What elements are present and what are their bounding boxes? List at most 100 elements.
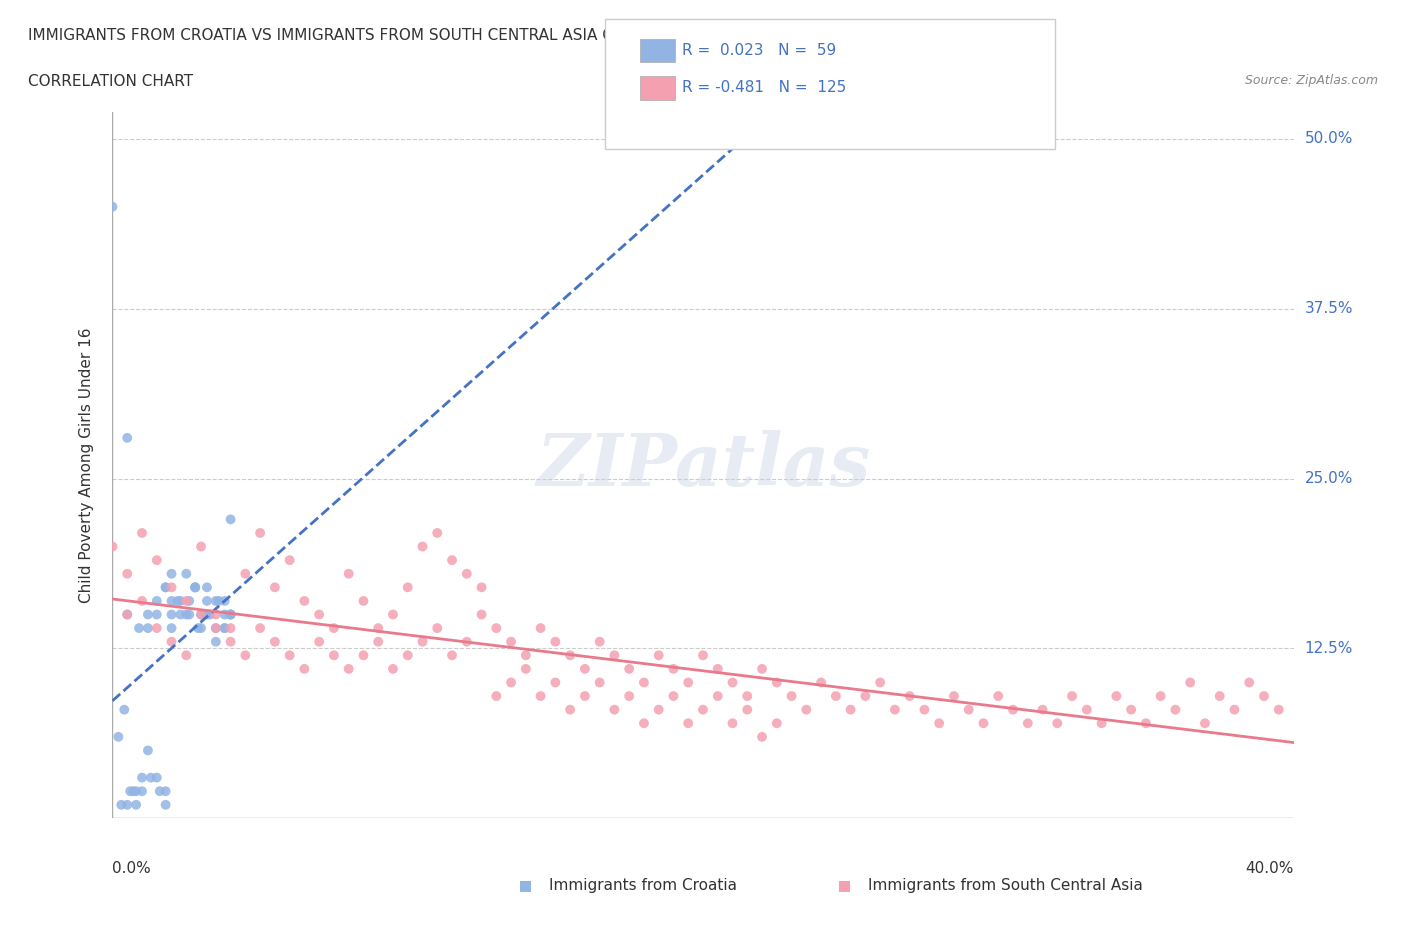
- Point: [1017, 716, 1039, 731]
- Point: [721, 716, 744, 731]
- Point: [214, 593, 236, 608]
- Text: 50.0%: 50.0%: [1305, 131, 1353, 146]
- Point: [737, 688, 759, 703]
- Point: [558, 648, 582, 663]
- Point: [692, 702, 714, 717]
- Point: [529, 688, 551, 703]
- Point: [426, 620, 449, 635]
- Text: 12.5%: 12.5%: [1305, 641, 1353, 656]
- Point: [249, 525, 271, 540]
- Point: [169, 593, 191, 608]
- Point: [278, 648, 301, 663]
- Point: [485, 688, 508, 703]
- Point: [136, 620, 159, 635]
- Point: [219, 607, 242, 622]
- Point: [308, 607, 330, 622]
- Point: [766, 675, 789, 690]
- Point: [195, 580, 218, 595]
- Point: [174, 566, 197, 581]
- Text: R =  0.023   N =  59: R = 0.023 N = 59: [682, 43, 837, 58]
- Point: [987, 688, 1010, 703]
- Point: [367, 620, 389, 635]
- Point: [633, 716, 655, 731]
- Point: [780, 688, 803, 703]
- Text: ZIPatlas: ZIPatlas: [536, 430, 870, 500]
- Point: [544, 634, 567, 649]
- Point: [174, 593, 197, 608]
- Point: [839, 702, 862, 717]
- Text: 40.0%: 40.0%: [1246, 861, 1294, 876]
- Point: [166, 593, 188, 608]
- Point: [160, 634, 183, 649]
- Y-axis label: Child Poverty Among Girls Under 16: Child Poverty Among Girls Under 16: [79, 327, 94, 603]
- Point: [136, 743, 159, 758]
- Point: [456, 566, 478, 581]
- Point: [352, 648, 374, 663]
- Point: [619, 688, 641, 703]
- Point: [367, 634, 389, 649]
- Point: [117, 607, 138, 622]
- Point: [190, 607, 212, 622]
- Point: [588, 675, 610, 690]
- Point: [869, 675, 891, 690]
- Point: [706, 661, 728, 676]
- Point: [160, 566, 183, 581]
- Point: [721, 675, 744, 690]
- Point: [205, 593, 228, 608]
- Point: [396, 648, 419, 663]
- Point: [662, 688, 685, 703]
- Point: [456, 634, 478, 649]
- Point: [1239, 675, 1261, 690]
- Point: [706, 688, 728, 703]
- Point: [292, 661, 315, 676]
- Point: [249, 620, 271, 635]
- Point: [155, 797, 177, 812]
- Point: [219, 607, 242, 622]
- Point: [117, 607, 138, 622]
- Point: [117, 797, 138, 812]
- Point: [214, 620, 236, 635]
- Point: [973, 716, 995, 731]
- Point: [603, 702, 626, 717]
- Point: [205, 620, 228, 635]
- Point: [441, 648, 464, 663]
- Point: [219, 607, 242, 622]
- Point: [160, 607, 183, 622]
- Point: [146, 552, 169, 567]
- Point: [219, 620, 242, 635]
- Point: [160, 580, 183, 595]
- Point: [195, 607, 218, 622]
- Point: [1178, 675, 1201, 690]
- Point: [574, 661, 596, 676]
- Point: [751, 661, 773, 676]
- Text: IMMIGRANTS FROM CROATIA VS IMMIGRANTS FROM SOUTH CENTRAL ASIA CHILD POVERTY AMON: IMMIGRANTS FROM CROATIA VS IMMIGRANTS FR…: [28, 28, 921, 43]
- Point: [112, 702, 135, 717]
- Point: [603, 648, 626, 663]
- Point: [633, 675, 655, 690]
- Point: [1150, 688, 1173, 703]
- Point: [337, 661, 360, 676]
- Point: [1119, 702, 1142, 717]
- Point: [131, 770, 153, 785]
- Point: [155, 580, 177, 595]
- Point: [647, 702, 671, 717]
- Point: [515, 661, 537, 676]
- Point: [205, 620, 228, 635]
- Point: [128, 620, 150, 635]
- Point: [411, 539, 433, 554]
- Point: [146, 770, 169, 785]
- Point: [619, 661, 641, 676]
- Point: [1076, 702, 1098, 717]
- Point: [155, 580, 177, 595]
- Text: Immigrants from South Central Asia: Immigrants from South Central Asia: [869, 879, 1143, 894]
- Point: [190, 620, 212, 635]
- Point: [160, 593, 183, 608]
- Point: [131, 525, 153, 540]
- Point: [678, 675, 700, 690]
- Point: [884, 702, 907, 717]
- Point: [824, 688, 846, 703]
- Point: [208, 593, 231, 608]
- Point: [1046, 716, 1069, 731]
- Point: [136, 607, 159, 622]
- Point: [426, 525, 449, 540]
